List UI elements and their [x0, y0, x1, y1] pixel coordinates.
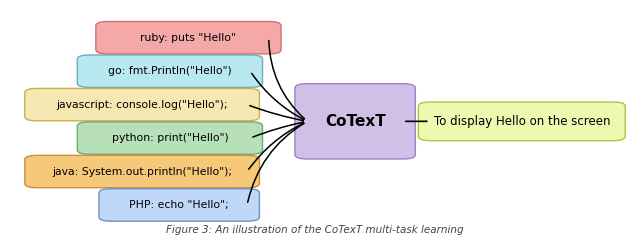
Text: python: print("Hello"): python: print("Hello") — [112, 133, 228, 143]
FancyBboxPatch shape — [25, 155, 260, 188]
FancyBboxPatch shape — [96, 21, 281, 54]
FancyBboxPatch shape — [77, 55, 263, 87]
FancyArrowPatch shape — [253, 122, 303, 137]
Text: java: System.out.println("Hello");: java: System.out.println("Hello"); — [52, 167, 232, 177]
Text: ruby: puts "Hello": ruby: puts "Hello" — [140, 33, 236, 43]
FancyArrowPatch shape — [252, 74, 304, 120]
Text: PHP: echo "Hello";: PHP: echo "Hello"; — [129, 200, 229, 210]
FancyArrowPatch shape — [249, 123, 304, 169]
Text: CoTexT: CoTexT — [324, 114, 386, 129]
FancyBboxPatch shape — [295, 84, 415, 159]
Text: Figure 3: An illustration of the CoTexT multi-task learning: Figure 3: An illustration of the CoTexT … — [166, 225, 464, 235]
Text: javascript: console.log("Hello");: javascript: console.log("Hello"); — [56, 100, 228, 110]
FancyArrowPatch shape — [248, 123, 304, 202]
FancyBboxPatch shape — [99, 189, 260, 221]
FancyBboxPatch shape — [418, 102, 625, 141]
FancyArrowPatch shape — [269, 41, 304, 119]
FancyBboxPatch shape — [77, 122, 263, 154]
FancyArrowPatch shape — [249, 106, 303, 121]
Text: To display Hello on the screen: To display Hello on the screen — [433, 115, 610, 128]
Text: go: fmt.Println("Hello"): go: fmt.Println("Hello") — [108, 66, 232, 76]
FancyBboxPatch shape — [25, 88, 260, 121]
